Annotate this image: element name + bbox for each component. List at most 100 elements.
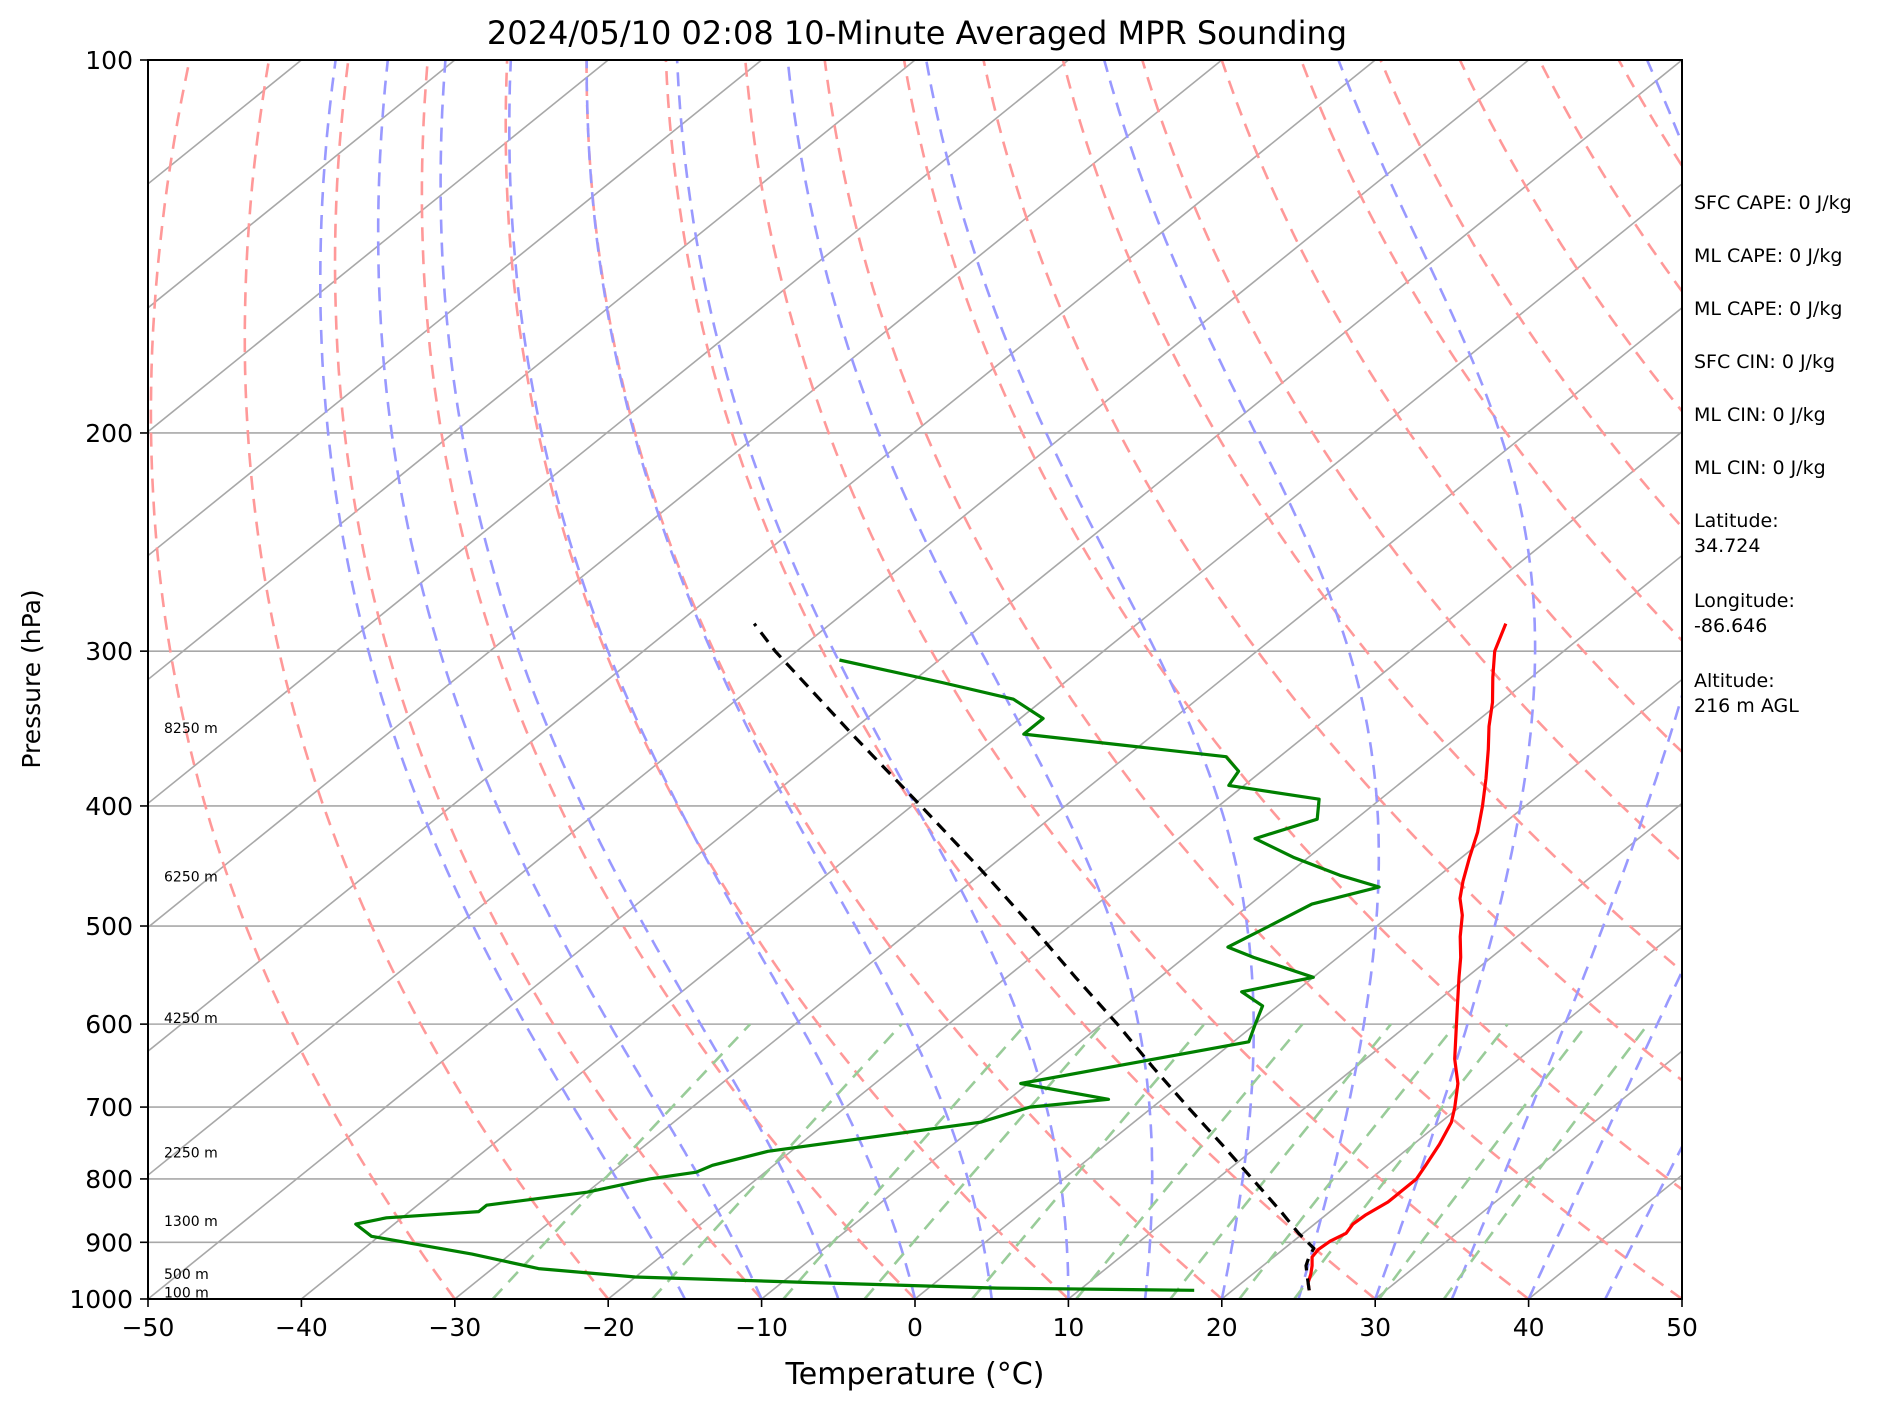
- moist-adiabat: [585, 60, 993, 1299]
- x-axis-label: Temperature (°C): [785, 1357, 1045, 1392]
- dry-adiabat: [902, 60, 1682, 1192]
- y-axis-label: Pressure (hPa): [17, 589, 46, 768]
- y-tick-label: 800: [85, 1165, 133, 1194]
- mixing-ratio-line: [1442, 1023, 1650, 1299]
- isotherm-line: [761, 554, 1682, 1299]
- info-line: SFC CAPE: 0 J/kg: [1694, 192, 1852, 214]
- info-line: 216 m AGL: [1694, 695, 1799, 717]
- info-line: -86.646: [1694, 615, 1767, 637]
- info-line: ML CAPE: 0 J/kg: [1694, 245, 1842, 267]
- mixing-ratio-line: [1378, 1023, 1589, 1299]
- y-tick-label: 600: [85, 1010, 133, 1039]
- moist-adiabat: [1450, 60, 1682, 1299]
- dry-adiabat: [1458, 60, 1682, 414]
- info-item: ML CAPE: 0 J/kg: [1694, 245, 1842, 267]
- isotherm-line: [914, 678, 1682, 1299]
- mixing-ratio-line: [1075, 1023, 1304, 1299]
- info-item: ML CIN: 0 J/kg: [1694, 404, 1826, 426]
- dry-adiabat: [420, 60, 916, 1299]
- height-label: 100 m: [164, 1286, 209, 1302]
- info-panel: SFC CAPE: 0 J/kg ML CAPE: 0 J/kg ML CAPE: …: [1694, 192, 1852, 717]
- mixing-ratio-line: [1293, 1023, 1509, 1299]
- y-axis: 100 200 300 400 500 600 700 800 900 1000: [69, 46, 148, 1314]
- mixing-ratio-line: [863, 1023, 1104, 1299]
- y-tick-label: 1000: [69, 1285, 133, 1314]
- isotherm-line: [148, 60, 1682, 1299]
- info-line: SFC CIN: 0 J/kg: [1694, 351, 1835, 373]
- isotherm-line: [1374, 1050, 1682, 1299]
- mixing-ratio-line: [971, 1023, 1206, 1299]
- x-tick-label: −50: [122, 1313, 175, 1342]
- moist-adiabat: [1604, 1143, 1682, 1299]
- isotherm-line: [148, 60, 916, 681]
- mixing-ratio-line: [782, 1023, 1027, 1299]
- x-tick-label: −20: [582, 1313, 635, 1342]
- chart-title: 2024/05/10 02:08 10-Minute Averaged MPR …: [487, 14, 1347, 52]
- moist-adiabat: [675, 60, 1070, 1299]
- y-tick-label: 900: [85, 1228, 133, 1257]
- height-label: 2250 m: [164, 1146, 218, 1162]
- dry-adiabat: [243, 60, 610, 1299]
- x-axis: −50 −40 −30 −20 −10 0 10 20 30 40 50: [122, 1299, 1698, 1342]
- info-item: Altitude: 216 m AGL: [1694, 670, 1799, 717]
- dry-adiabat: [982, 60, 1682, 1082]
- dry-adiabat: [1538, 60, 1682, 294]
- x-tick-label: −10: [735, 1313, 788, 1342]
- dry-adiabat: [1220, 60, 1682, 754]
- mixing-ratio-line: [1238, 1023, 1458, 1299]
- moist-adiabat: [1527, 968, 1682, 1299]
- moist-adiabat: [924, 60, 1255, 1299]
- dry-adiabat: [823, 60, 1682, 1299]
- dry-adiabat: [744, 60, 1530, 1299]
- x-tick-label: 0: [907, 1313, 923, 1342]
- y-tick-label: 200: [85, 419, 133, 448]
- info-item: Latitude: 34.724: [1694, 510, 1779, 557]
- moist-adiabat: [376, 60, 763, 1299]
- temperature-profile: [1306, 623, 1508, 1291]
- isotherm-line: [454, 306, 1682, 1299]
- info-line: Longitude:: [1694, 590, 1795, 612]
- info-item: ML CAPE: 0 J/kg: [1694, 298, 1842, 320]
- mixing-ratio-line: [491, 1023, 752, 1299]
- moist-adiabat: [507, 60, 917, 1299]
- dry-adiabat: [1061, 60, 1682, 973]
- dry-adiabat: [149, 60, 456, 1299]
- isotherm-line: [148, 60, 1069, 805]
- isotherm-line: [148, 60, 763, 557]
- isotherm-line: [148, 60, 1376, 1053]
- info-line: Altitude:: [1694, 670, 1775, 692]
- height-label: 500 m: [164, 1267, 209, 1283]
- info-item: SFC CIN: 0 J/kg: [1694, 351, 1835, 373]
- isotherm-line: [148, 60, 609, 433]
- moist-adiabat: [318, 60, 687, 1299]
- info-item: Longitude: -86.646: [1694, 590, 1795, 637]
- height-label: 4250 m: [164, 1011, 218, 1027]
- isotherm-line: [607, 430, 1682, 1299]
- y-tick-label: 100: [85, 46, 133, 75]
- x-tick-label: 10: [1052, 1313, 1084, 1342]
- info-line: ML CIN: 0 J/kg: [1694, 404, 1826, 426]
- x-tick-label: 20: [1206, 1313, 1238, 1342]
- mixing-ratio-line: [1169, 1023, 1393, 1299]
- info-line: ML CIN: 0 J/kg: [1694, 457, 1826, 479]
- dry-adiabat: [1857, 60, 1893, 1299]
- isotherm-line: [1067, 802, 1682, 1299]
- moist-adiabat: [1102, 60, 1381, 1299]
- moist-adiabat: [1337, 60, 1537, 1299]
- isotherm-line: [148, 60, 1223, 929]
- info-line: Latitude:: [1694, 510, 1779, 532]
- x-tick-label: 30: [1359, 1313, 1391, 1342]
- y-tick-label: 300: [85, 637, 133, 666]
- dry-adiabat: [585, 60, 1223, 1299]
- x-tick-label: 50: [1666, 1313, 1698, 1342]
- info-line: 34.724: [1694, 535, 1760, 557]
- isotherm-line: [300, 182, 1682, 1299]
- height-label: 1300 m: [164, 1214, 218, 1230]
- y-tick-label: 400: [85, 792, 133, 821]
- x-tick-label: −40: [275, 1313, 328, 1342]
- parcel-path: [752, 622, 1316, 1291]
- height-label: 6250 m: [164, 869, 218, 885]
- dry-adiabat: [664, 60, 1377, 1299]
- moist-adiabat: [439, 60, 840, 1299]
